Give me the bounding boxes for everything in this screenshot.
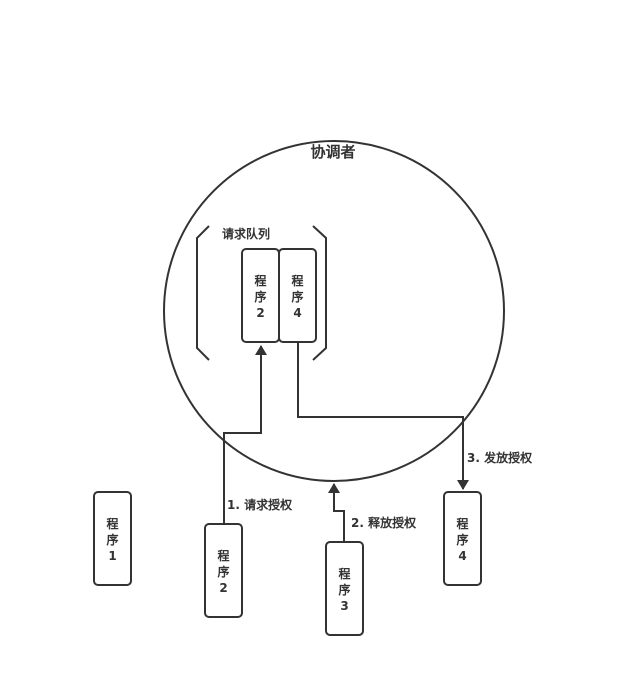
- request-arrow: [223, 345, 267, 524]
- release-arrow: [328, 483, 345, 542]
- queue-program-2-line-3: 2: [256, 306, 264, 320]
- grant-arrow: [297, 342, 469, 490]
- step-request-label: 1. 请求授权: [227, 497, 293, 512]
- program-1-line-3: 1: [108, 549, 116, 563]
- queue-program-4-line-2: 序: [291, 289, 303, 304]
- coordinator-circle: [163, 140, 505, 482]
- program-3-box: [325, 541, 364, 636]
- coordinator-label: 协调者: [310, 143, 355, 161]
- queue-program-4-line-1: 程: [291, 273, 303, 288]
- program-4-line-1: 程: [456, 516, 468, 531]
- program-1-box: [93, 491, 132, 586]
- program-4: 程 序 4: [443, 491, 482, 586]
- queue-program-4-line-3: 4: [293, 306, 301, 320]
- program-1: 程 序 1: [93, 491, 132, 586]
- program-4-line-3: 4: [458, 549, 466, 563]
- queue-left-bracket: [196, 225, 210, 361]
- program-2: 程 序 2: [204, 523, 243, 618]
- program-2-line-3: 2: [219, 581, 227, 595]
- program-2-line-2: 序: [217, 564, 229, 579]
- queue-right-bracket: [312, 225, 327, 361]
- program-3-line-2: 序: [338, 582, 350, 597]
- program-3: 程 序 3: [325, 541, 364, 636]
- program-3-line-3: 3: [340, 599, 348, 613]
- queue-program-4: 程 序 4: [278, 248, 317, 343]
- step-grant-label: 3. 发放授权: [467, 450, 533, 465]
- program-3-line-1: 程: [338, 566, 350, 581]
- program-2-line-1: 程: [217, 548, 229, 563]
- queue-program-2: 程 序 2: [241, 248, 280, 343]
- program-1-line-1: 程: [106, 516, 118, 531]
- program-4-box: [443, 491, 482, 586]
- queue-label: 请求队列: [222, 226, 270, 241]
- program-1-line-2: 序: [106, 532, 118, 547]
- queue-program-2-line-2: 序: [254, 289, 266, 304]
- program-2-box: [204, 523, 243, 618]
- step-release-label: 2. 释放授权: [351, 515, 417, 530]
- program-4-line-2: 序: [456, 532, 468, 547]
- queue-program-2-line-1: 程: [254, 273, 266, 288]
